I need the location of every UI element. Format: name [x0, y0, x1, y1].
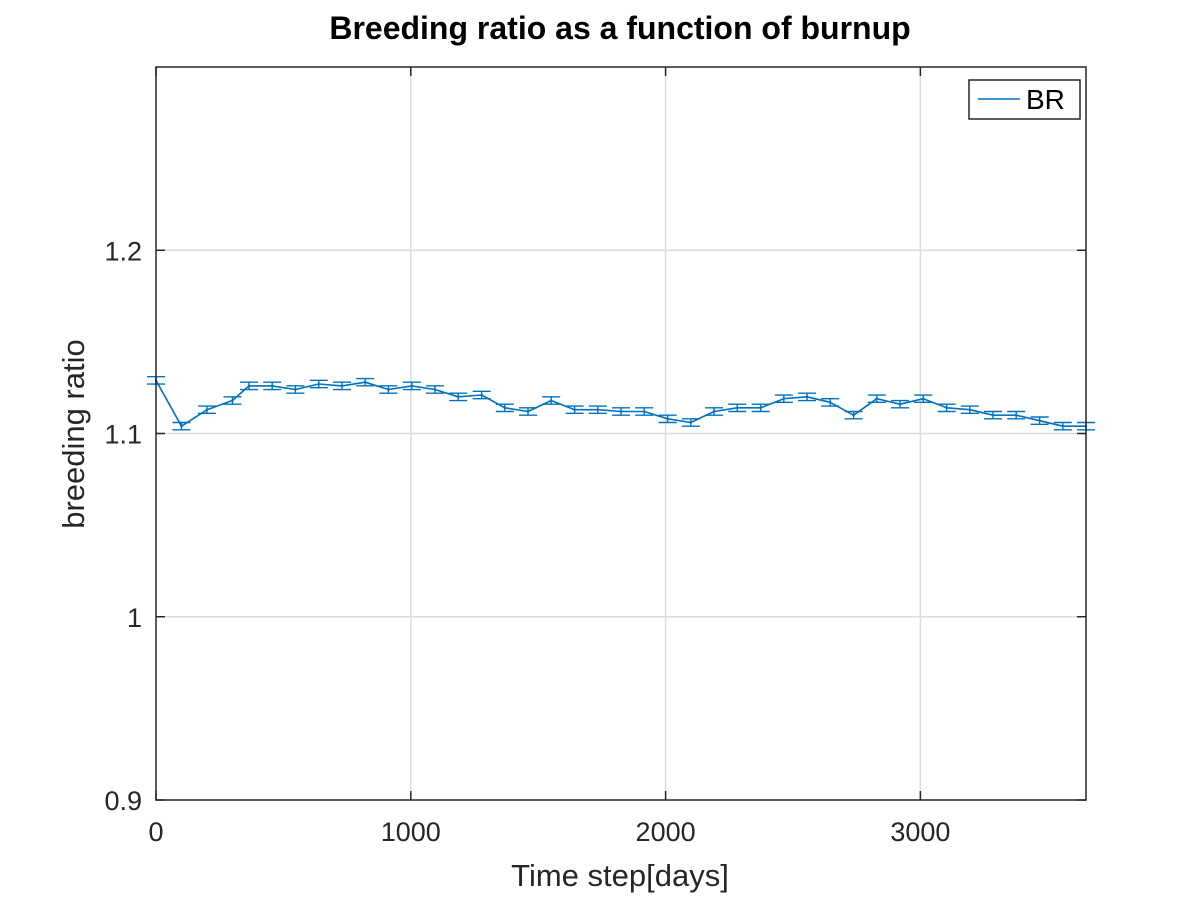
- chart-title: Breeding ratio as a function of burnup: [329, 10, 910, 46]
- y-axis-label: breeding ratio: [56, 339, 91, 529]
- x-tick-labels: 0 1000 2000 3000: [148, 817, 950, 847]
- legend: BR: [968, 79, 1081, 120]
- y-tick-label: 0.9: [104, 786, 142, 816]
- error-bars: [147, 375, 1095, 431]
- x-tick-label: 2000: [636, 817, 696, 847]
- legend-label-br: BR: [1026, 84, 1065, 115]
- x-tick-label: 1000: [381, 817, 441, 847]
- x-tick-label: 0: [148, 817, 163, 847]
- y-tick-label: 1.1: [104, 420, 142, 450]
- y-tick-label: 1.2: [104, 236, 142, 266]
- axis-ticks: [155, 67, 1086, 801]
- y-tick-labels: 0.9 1 1.1 1.2: [104, 236, 142, 816]
- x-axis-label: Time step[days]: [511, 858, 729, 893]
- series-line-br: [155, 380, 1086, 428]
- x-tick-label: 3000: [890, 817, 950, 847]
- grid: [156, 67, 1086, 800]
- y-tick-label: 1: [127, 603, 142, 633]
- series-lines: [155, 380, 1086, 428]
